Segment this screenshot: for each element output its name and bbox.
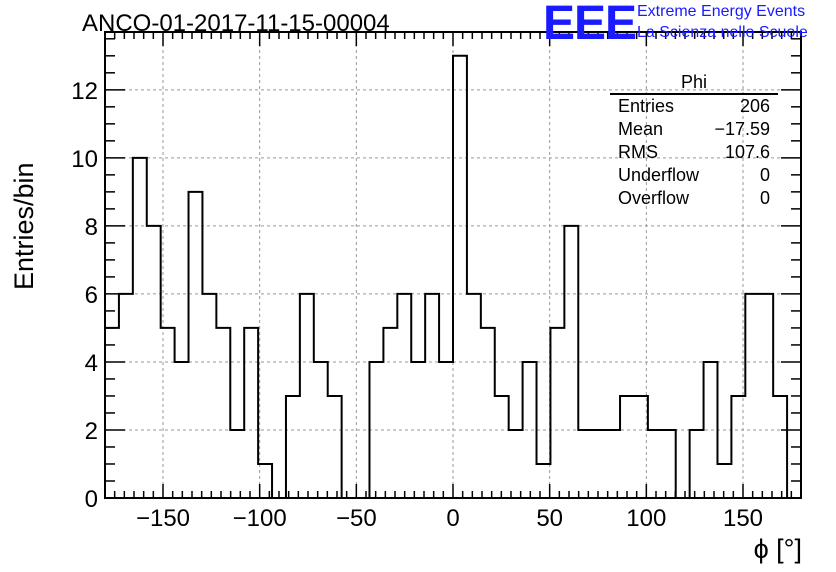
stats-row: Underflow 0 [610,164,778,187]
histogram-bin [495,396,509,498]
histogram-bin [648,430,662,498]
histogram-bin [369,362,383,498]
histogram-bin [523,362,537,498]
x-axis-label: ϕ [°] [753,534,802,564]
histogram-bin [481,328,495,498]
y-axis-label-box: Entries/bin [5,110,45,310]
stats-value: 0 [759,188,770,208]
histogram-bin [690,430,704,498]
histogram-bin [244,328,258,498]
x-tick-label: 100 [626,505,666,532]
histogram-bin [550,328,564,498]
eee-logo: EEE [543,0,637,50]
y-tick-label: 10 [71,146,98,173]
x-tick-label: 0 [446,505,459,532]
stats-title: Phi [610,72,778,95]
axis-ticks [105,32,801,498]
histogram-bin [704,362,718,498]
histogram-bin [620,396,634,498]
stats-row: RMS 107.6 [610,141,778,164]
logo-text-line1: Extreme Energy Events [637,3,806,20]
histogram-bin [467,294,481,498]
histogram-bin [119,294,133,498]
histogram-bin [717,464,731,498]
histogram-bin [759,294,773,498]
histogram-bin [411,362,425,498]
stats-row: Mean −17.59 [610,118,778,141]
x-tick-label: −50 [336,505,377,532]
histogram-bin [537,464,551,498]
chart-title: ANCO-01-2017-11-15-00004 [82,10,390,37]
histogram-bin [606,430,620,498]
stats-value: 0 [759,165,770,185]
stats-label: Overflow [618,188,690,208]
histogram-bin [578,430,592,498]
tick-labels: −150 −100 −50 0 50 100 150 0 2 4 6 8 10 12 [71,78,763,532]
histogram-bin [634,396,648,498]
histogram-bin [453,56,467,498]
y-tick-label: 2 [85,418,98,445]
histogram-outline [104,54,789,499]
histogram-bin [133,158,147,498]
histogram-bin [202,294,216,498]
histogram-bin [564,226,578,498]
histogram-bin [773,396,787,498]
histogram-bin [328,396,342,498]
stats-label: Entries [618,96,675,116]
histogram-bin [314,362,328,498]
histogram-bin [189,192,203,498]
histogram-bin [383,328,397,498]
stats-row: Overflow 0 [610,187,778,210]
histogram-bin [300,294,314,498]
histogram-bin [397,294,411,498]
histogram-bin [592,430,606,498]
y-tick-label: 6 [85,282,98,309]
histogram-bin [745,294,759,498]
stats-value: 206 [739,96,770,116]
stats-row: Entries 206 [610,95,778,118]
histogram-bin [425,294,439,498]
logo-text-line2: La Scienza nelle Scuole [637,24,808,41]
histogram-bin [662,430,676,498]
histogram-series [104,54,789,499]
histogram-bin [230,430,244,498]
x-tick-label: 150 [723,505,763,532]
stats-label: Underflow [618,165,700,185]
y-tick-label: 8 [85,214,98,241]
histogram-bin [731,396,745,498]
stats-value: −17.59 [714,119,770,139]
histogram-bin [439,362,453,498]
histogram-bin [509,430,523,498]
stats-box: Phi Entries 206 Mean −17.59 RMS 107.6 Under… [610,72,778,210]
y-tick-label: 12 [71,78,98,105]
x-tick-label: 50 [536,505,563,532]
stats-label: RMS [618,142,658,162]
stats-label: Mean [618,119,664,139]
histogram-bin [147,226,161,498]
y-axis-label: Entries/bin [9,162,39,290]
y-tick-label: 0 [85,486,98,513]
histogram-bin [175,362,189,498]
y-tick-label: 4 [85,350,98,377]
histogram-bin [286,396,300,498]
histogram-bin [161,328,175,498]
x-tick-label: −150 [136,505,190,532]
histogram-bin [216,328,230,498]
x-tick-label: −100 [233,505,287,532]
stats-value: 107.6 [724,142,770,162]
